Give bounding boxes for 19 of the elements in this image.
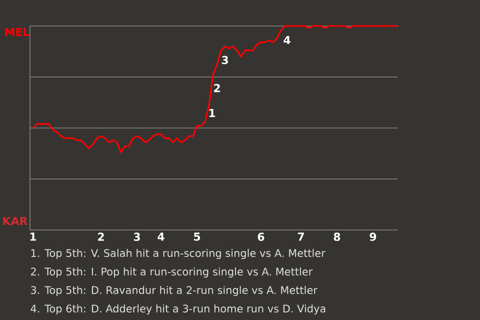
annotation: 4	[284, 36, 290, 44]
annotation: 3	[222, 56, 228, 64]
x-tick-label: 9	[370, 232, 376, 241]
text: 3. Top 5th: D. Ravandur hit a 2-run single vs A. Mettler	[30, 286, 318, 296]
x-tick-label: 3	[134, 232, 140, 241]
text: 1. Top 5th: V. Salah hit a run-scoring single vs A. Mettler	[31, 248, 326, 260]
x-tick-label: 1	[30, 232, 36, 241]
x-tick-label: 2	[98, 232, 104, 241]
text: 4. Top 6th: D. Adderley hit a 3-run home run vs D. Vidya	[30, 304, 326, 315]
x-tick-label: 7	[298, 232, 304, 241]
x-tick-label: 4	[158, 232, 164, 241]
text: MEL	[5, 28, 30, 36]
x-tick-label: 6	[258, 232, 264, 241]
x-tick-label: 8	[334, 232, 340, 241]
annotation: 1	[209, 109, 216, 117]
text: KAR	[3, 217, 28, 225]
x-tick-label: 5	[194, 232, 200, 241]
annotation: 2	[214, 84, 220, 92]
text: 2. Top 5th: I. Pop hit a run-scoring single vs A. Mettler	[30, 267, 313, 278]
